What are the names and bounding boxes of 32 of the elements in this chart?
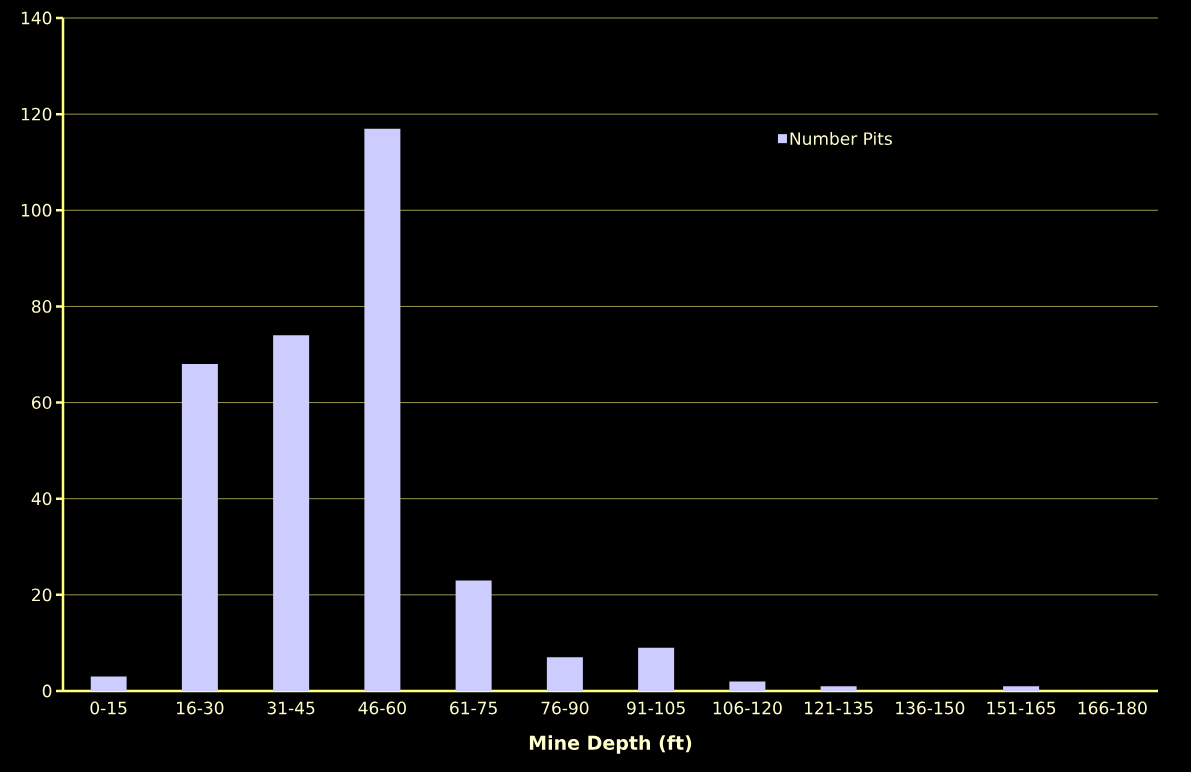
bar — [638, 647, 675, 691]
x-axis-title: Mine Depth (ft) — [529, 735, 692, 754]
x-tick-label: 31-45 — [267, 701, 315, 715]
y-tick-label: 120 — [21, 107, 52, 121]
x-tick-label: 76-90 — [541, 701, 589, 715]
bar — [820, 686, 857, 691]
bar — [455, 580, 492, 691]
bar — [273, 335, 310, 691]
legend-label: Number Pits — [790, 131, 892, 146]
bar — [364, 128, 401, 691]
y-tick-label: 60 — [32, 396, 52, 409]
x-tick-label: 61-75 — [450, 701, 497, 715]
x-tick-label: 46-60 — [358, 701, 406, 715]
bar — [546, 657, 583, 691]
bar — [90, 676, 127, 691]
y-tick-label: 0 — [42, 684, 52, 698]
x-tick-label: 166-180 — [1078, 701, 1147, 715]
y-tick-label: 80 — [32, 299, 52, 313]
y-tick-label: 40 — [31, 492, 52, 506]
x-tick-label: 0-15 — [90, 701, 127, 715]
x-tick-label: 106-120 — [713, 701, 782, 715]
bar — [1003, 686, 1040, 691]
y-tick-label: 100 — [21, 203, 52, 217]
x-tick-label: 136-150 — [896, 701, 965, 715]
y-tick-label: 140 — [21, 11, 52, 25]
x-tick-label: 16-30 — [177, 701, 224, 715]
bar — [181, 364, 218, 691]
y-tick-label: 20 — [32, 588, 52, 602]
x-tick-label: 121-135 — [804, 701, 873, 715]
x-tick-label: 91-105 — [627, 701, 685, 715]
x-tick-label: 151-165 — [987, 701, 1056, 715]
bar — [729, 681, 766, 691]
